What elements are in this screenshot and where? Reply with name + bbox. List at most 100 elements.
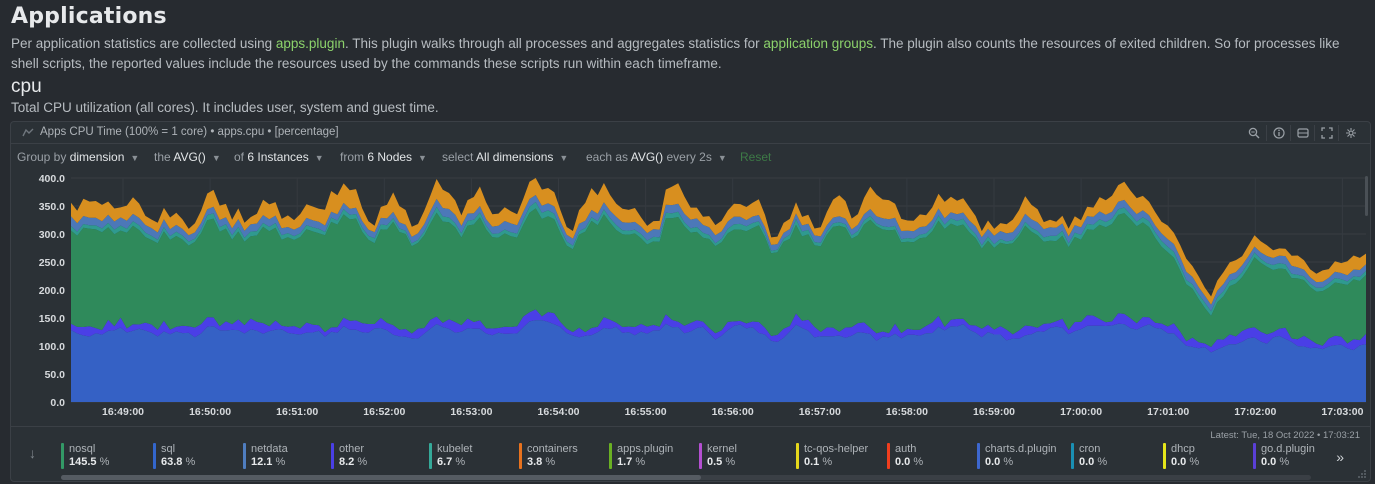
x-tick-label: 17:03:00 — [1321, 406, 1363, 418]
legend-label: containers — [527, 443, 578, 455]
instances-select[interactable]: of 6 Instances ▼ — [234, 150, 324, 164]
legend-swatch — [1253, 443, 1256, 469]
legend-value: 1.7 % — [617, 456, 646, 468]
group-by-select[interactable]: Group by dimension ▼ — [17, 150, 140, 164]
fullscreen-icon[interactable] — [1314, 125, 1338, 141]
legend-item-auth[interactable]: auth 0.0 % — [887, 443, 923, 469]
legend-item-dhcp[interactable]: dhcp 0.0 % — [1163, 443, 1199, 469]
reset-button[interactable]: Reset — [740, 150, 772, 164]
x-tick-label: 16:52:00 — [363, 406, 405, 418]
legend-item-sql[interactable]: sql 63.8 % — [153, 443, 195, 469]
area-series-other — [71, 309, 1366, 353]
legend-label: tc-qos-helper — [804, 443, 869, 455]
legend-item-kernel[interactable]: kernel 0.5 % — [699, 443, 737, 469]
legend-item-cron[interactable]: cron 0.0 % — [1071, 443, 1107, 469]
x-tick-label: 17:02:00 — [1234, 406, 1276, 418]
area-series-sql — [71, 320, 1366, 402]
legend-value: 6.7 % — [437, 456, 466, 468]
legend-label: cron — [1079, 443, 1101, 455]
time-aggregation-select[interactable]: each as AVG() every 2s ▼ — [586, 150, 727, 164]
legend-value: 145.5 % — [69, 456, 110, 468]
legend-swatch — [243, 443, 246, 469]
chart-title-bar: Apps CPU Time (100% = 1 core) • apps.cpu… — [11, 122, 1370, 144]
x-tick-label: 16:55:00 — [625, 406, 667, 418]
aggregation-select[interactable]: the AVG() ▼ — [154, 150, 221, 164]
legend-item-apps-plugin[interactable]: apps.plugin 1.7 % — [609, 443, 673, 469]
legend-value: 0.5 % — [707, 456, 736, 468]
legend-item-go-d-plugin[interactable]: go.d.plugin 0.0 % — [1253, 443, 1315, 469]
area-series-nosql — [71, 208, 1366, 347]
x-tick-label: 16:59:00 — [973, 406, 1015, 418]
dashboard-icon[interactable] — [1290, 125, 1314, 141]
legend-item-nosql[interactable]: nosql 145.5 % — [61, 443, 109, 469]
legend-scrollbar[interactable] — [61, 475, 1311, 480]
legend-swatch — [699, 443, 702, 469]
nodes-select[interactable]: from 6 Nodes ▼ — [340, 150, 427, 164]
chart-scroll-marker — [1365, 176, 1368, 216]
x-tick-label: 16:58:00 — [886, 406, 928, 418]
legend-label: dhcp — [1171, 443, 1195, 455]
legend-value: 3.8 % — [527, 456, 556, 468]
legend-swatch — [331, 443, 334, 469]
legend-value: 0.0 % — [985, 456, 1014, 468]
legend-value: 8.2 % — [339, 456, 368, 468]
x-tick-label: 16:50:00 — [189, 406, 231, 418]
legend-swatch — [153, 443, 156, 469]
legend-item-tc-qos-helper[interactable]: tc-qos-helper 0.1 % — [796, 443, 868, 469]
legend-swatch — [977, 443, 980, 469]
legend-swatch — [1163, 443, 1166, 469]
legend-swatch — [887, 443, 890, 469]
y-tick-label: 50.0 — [45, 369, 66, 381]
latest-timestamp: Latest: Tue, 18 Oct 2022 • 17:03:21 — [1210, 430, 1360, 441]
area-chart[interactable]: 0.0 50.0 100.0 150.0 200.0 250.0 300.0 350.0 400… — [11, 170, 1370, 424]
application-groups-link[interactable]: application groups — [763, 36, 873, 51]
legend-label: kernel — [707, 443, 737, 455]
y-tick-label: 350.0 — [39, 201, 65, 213]
legend-label: auth — [895, 443, 917, 455]
legend-label: nosql — [69, 443, 96, 455]
y-tick-label: 250.0 — [39, 257, 65, 269]
legend-scroll-thumb[interactable] — [61, 475, 701, 480]
legend-value: 63.8 % — [161, 456, 196, 468]
y-tick-label: 100.0 — [39, 341, 65, 353]
legend-more-button[interactable]: » — [1336, 449, 1344, 465]
info-icon[interactable] — [1266, 125, 1290, 141]
chevron-down-icon: ▼ — [717, 153, 727, 163]
resize-handle-icon[interactable] — [1357, 469, 1367, 479]
legend-label: other — [339, 443, 365, 455]
settings-icon[interactable] — [1338, 125, 1362, 141]
chart-legend: Latest: Tue, 18 Oct 2022 • 17:03:21 ↓ no… — [11, 426, 1370, 482]
area-series-containers — [71, 178, 1366, 305]
dimensions-select[interactable]: select All dimensions ▼ — [442, 150, 569, 164]
zoom-icon[interactable] — [1242, 125, 1266, 141]
legend-item-kubelet[interactable]: kubelet 6.7 % — [429, 443, 472, 469]
y-tick-label: 200.0 — [39, 285, 65, 297]
legend-item-netdata[interactable]: netdata 12.1 % — [243, 443, 288, 469]
legend-swatch — [609, 443, 612, 469]
legend-label: netdata — [251, 443, 288, 455]
x-tick-label: 16:49:00 — [102, 406, 144, 418]
x-tick-label: 17:01:00 — [1147, 406, 1189, 418]
legend-item-charts-d-plugin[interactable]: charts.d.plugin 0.0 % — [977, 443, 1057, 469]
y-tick-label: 300.0 — [39, 229, 65, 241]
y-tick-label: 400.0 — [39, 173, 65, 185]
legend-swatch — [61, 443, 64, 469]
legend-value: 12.1 % — [251, 456, 286, 468]
legend-item-containers[interactable]: containers 3.8 % — [519, 443, 578, 469]
chevron-down-icon: ▼ — [130, 153, 140, 163]
chart-toolbar: Group by dimension ▼ the AVG() ▼ of 6 Inst… — [11, 145, 1370, 169]
arrow-down-icon[interactable]: ↓ — [29, 445, 36, 461]
section-description: Total CPU utilization (all cores). It in… — [11, 100, 439, 115]
chart-panel: Apps CPU Time (100% = 1 core) • apps.cpu… — [10, 121, 1371, 482]
legend-swatch — [519, 443, 522, 469]
legend-value: 0.1 % — [804, 456, 833, 468]
y-tick-label: 150.0 — [39, 313, 65, 325]
legend-label: sql — [161, 443, 176, 455]
section-heading: cpu — [11, 76, 42, 97]
apps-plugin-link[interactable]: apps.plugin — [275, 36, 345, 51]
chevron-down-icon: ▼ — [211, 153, 221, 163]
x-tick-label: 16:54:00 — [537, 406, 579, 418]
legend-item-other[interactable]: other 8.2 % — [331, 443, 367, 469]
chart-type-icon — [22, 128, 34, 137]
legend-label: charts.d.plugin — [985, 443, 1057, 455]
